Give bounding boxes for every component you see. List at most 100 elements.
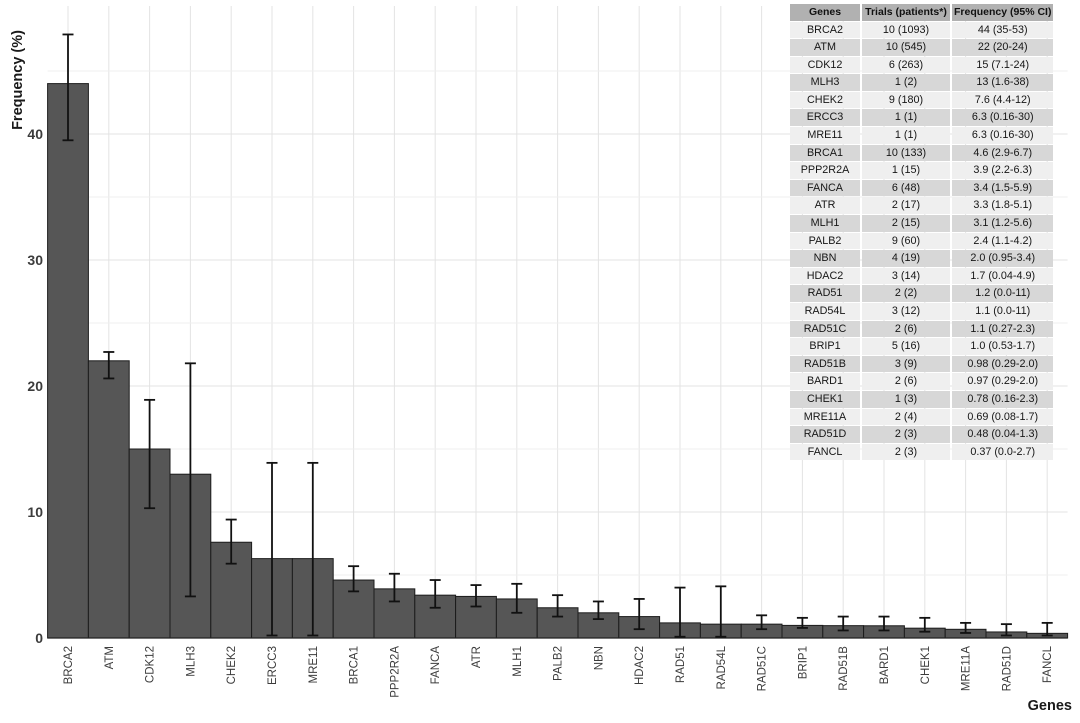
table-cell: 0.98 (0.29-2.0) (952, 355, 1054, 373)
table-cell: CDK12 (790, 56, 860, 74)
error-bar-PALB2 (552, 594, 564, 618)
table-cell: 3 (9) (862, 355, 950, 373)
table-cell: 0.48 (0.04-1.3) (952, 426, 1054, 443)
error-bar-MRE11 (307, 461, 319, 637)
summary-table: Genes Trials (patients*) Frequency (95% CI… (788, 3, 1055, 461)
x-axis-tick-label-FANCA: FANCA (430, 646, 442, 685)
table-cell: MRE11A (790, 408, 860, 426)
table-cell: 3 (14) (862, 267, 950, 285)
table-row: CDK12 6 (263) 15 (7.1-24) (790, 56, 1054, 74)
error-bar-ATR (470, 584, 482, 608)
table-row: ERCC3 1 (1) 6.3 (0.16-30) (790, 109, 1054, 127)
table-cell: 2.0 (0.95-3.4) (952, 250, 1054, 267)
table-cell: 2 (2) (862, 285, 950, 302)
table-cell: 6.3 (0.16-30) (952, 127, 1054, 144)
table-cell: PPP2R2A (790, 162, 860, 179)
y-axis-tick-label: 10 (27, 504, 43, 520)
table-cell: RAD51 (790, 285, 860, 302)
error-bar-CHEK1 (919, 616, 931, 633)
x-axis-tick-label-CHEK2: CHEK2 (226, 646, 238, 684)
y-axis-title: Frequency (%) (10, 30, 26, 130)
x-axis-tick-label-PALB2: PALB2 (553, 646, 565, 681)
table-cell: RAD51D (790, 426, 860, 443)
table-cell: CHEK2 (790, 91, 860, 109)
x-axis-tick-label-NBN: NBN (593, 646, 605, 670)
table-row: ATM 10 (545) 22 (20-24) (790, 39, 1054, 56)
table-cell: 2 (17) (862, 197, 950, 215)
table-row: CHEK1 1 (3) 0.78 (0.16-2.3) (790, 390, 1054, 408)
table-cell: 0.97 (0.29-2.0) (952, 373, 1054, 390)
table-cell: 0.37 (0.0-2.7) (952, 443, 1054, 461)
table-cell: MLH3 (790, 74, 860, 91)
table-cell: ATM (790, 39, 860, 56)
x-axis-tick-label-MLH1: MLH1 (512, 646, 524, 677)
table-row: ATR 2 (17) 3.3 (1.8-5.1) (790, 197, 1054, 215)
table-cell: 10 (1093) (862, 21, 950, 39)
table-row: RAD51 2 (2) 1.2 (0.0-11) (790, 285, 1054, 302)
x-axis-tick-label-CDK12: CDK12 (145, 646, 157, 683)
error-bar-RAD51D (1000, 623, 1012, 637)
x-axis-tick-label-BARD1: BARD1 (879, 646, 891, 684)
table-row: CHEK2 9 (180) 7.6 (4.4-12) (790, 91, 1054, 109)
x-axis-tick-label-MRE11A: MRE11A (961, 646, 973, 691)
y-axis-tick-label: 30 (27, 252, 43, 268)
table-cell: BRCA2 (790, 21, 860, 39)
table-cell: 3.1 (1.2-5.6) (952, 215, 1054, 232)
error-bar-FANCA (429, 579, 441, 609)
table-cell: 44 (35-53) (952, 21, 1054, 39)
table-row: BARD1 2 (6) 0.97 (0.29-2.0) (790, 373, 1054, 390)
error-bar-PPP2R2A (388, 572, 400, 603)
table-cell: 13 (1.6-38) (952, 74, 1054, 91)
x-axis-tick-label-PPP2R2A: PPP2R2A (389, 646, 401, 698)
x-axis-tick-label-HDAC2: HDAC2 (634, 646, 646, 685)
table-row: BRCA2 10 (1093) 44 (35-53) (790, 21, 1054, 39)
table-row: BRCA1 10 (133) 4.6 (2.9-6.7) (790, 144, 1054, 162)
table-cell: 1 (15) (862, 162, 950, 179)
table-cell: 1 (1) (862, 127, 950, 144)
table-cell: 9 (60) (862, 232, 950, 250)
table-row: MLH1 2 (15) 3.1 (1.2-5.6) (790, 215, 1054, 232)
table-row: MRE11 1 (1) 6.3 (0.16-30) (790, 127, 1054, 144)
x-axis-tick-label-MLH3: MLH3 (185, 646, 197, 677)
x-axis-tick-label-BRCA1: BRCA1 (349, 646, 361, 684)
table-cell: RAD51B (790, 355, 860, 373)
table-cell: ATR (790, 197, 860, 215)
table-row: MRE11A 2 (4) 0.69 (0.08-1.7) (790, 408, 1054, 426)
x-axis-title: Genes (1028, 698, 1072, 714)
table-cell: 3.4 (1.5-5.9) (952, 179, 1054, 197)
table-cell: 2 (3) (862, 443, 950, 461)
table-cell: 1.1 (0.0-11) (952, 303, 1054, 320)
bar-BRCA2 (47, 83, 89, 639)
table-cell: 1 (3) (862, 390, 950, 408)
x-axis-tick-label-RAD51C: RAD51C (757, 646, 769, 691)
x-axis-tick-label-RAD51B: RAD51B (838, 646, 850, 691)
y-axis-tick-labels: 0 10 20 30 40 (27, 126, 43, 646)
table-cell: 1.7 (0.04-4.9) (952, 267, 1054, 285)
x-axis-tick-labels: BRCA2 ATM CDK12 MLH3 CHEK2 ERCC3 MRE11 BRCA1 PPP… (63, 645, 1054, 697)
table-cell: 5 (16) (862, 338, 950, 355)
y-axis-tick-label: 20 (27, 378, 43, 394)
table-cell: BRCA1 (790, 144, 860, 162)
x-axis-tick-label-BRIP1: BRIP1 (797, 646, 809, 679)
table-cell: 2 (6) (862, 373, 950, 390)
table-cell: 0.69 (0.08-1.7) (952, 408, 1054, 426)
table-cell: 2 (15) (862, 215, 950, 232)
error-bar-FANCL (1041, 621, 1053, 637)
error-bar-RAD54L (715, 585, 727, 638)
table-cell: 2 (4) (862, 408, 950, 426)
table-row: FANCL 2 (3) 0.37 (0.0-2.7) (790, 443, 1054, 461)
error-bar-NBN (592, 600, 604, 620)
table-cell: NBN (790, 250, 860, 267)
table-cell: FANCA (790, 179, 860, 197)
table-cell: FANCL (790, 443, 860, 461)
table-row: BRIP1 5 (16) 1.0 (0.53-1.7) (790, 338, 1054, 355)
table-header-cell: Genes (790, 4, 860, 21)
table-cell: 1 (2) (862, 74, 950, 91)
table-cell: 3.9 (2.2-6.3) (952, 162, 1054, 179)
y-axis-tick-label: 40 (27, 126, 43, 142)
x-axis-tick-label-RAD51: RAD51 (675, 646, 687, 683)
table-row: RAD51B 3 (9) 0.98 (0.29-2.0) (790, 355, 1054, 373)
x-axis-tick-label-ATM: ATM (104, 646, 116, 669)
